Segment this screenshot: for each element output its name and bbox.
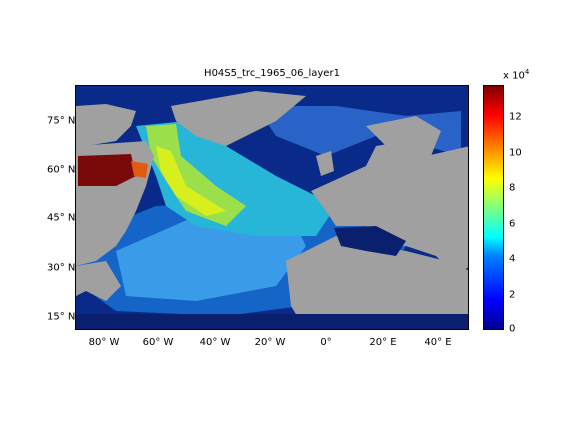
lat-tick-15n: 15° N bbox=[47, 311, 76, 323]
field-high-core bbox=[146, 124, 246, 226]
ocean-south-edge bbox=[76, 314, 468, 329]
colorbar bbox=[483, 85, 504, 330]
map-svg bbox=[76, 86, 468, 329]
land-british-isles bbox=[316, 151, 334, 176]
map-title: H04S5_trc_1965_06_layer1 bbox=[204, 68, 340, 79]
map-plot-area bbox=[75, 85, 469, 330]
hotspot-edge bbox=[131, 161, 148, 178]
colorbar-tick-12: 12 bbox=[509, 111, 522, 123]
colorbar-tick-8: 8 bbox=[509, 182, 516, 194]
colorbar-tick-4: 4 bbox=[509, 253, 516, 265]
lat-tick-75n: 75° N bbox=[47, 115, 76, 127]
colorbar-tick-0: 0 bbox=[509, 323, 516, 335]
lon-tick-60w: 60° W bbox=[142, 337, 174, 348]
lon-tick-20e: 20° E bbox=[369, 337, 397, 348]
colorbar-tick-2: 2 bbox=[509, 289, 516, 301]
lon-tick-40e: 40° E bbox=[424, 337, 452, 348]
lon-tick-40w: 40° W bbox=[199, 337, 231, 348]
land-europe bbox=[311, 141, 468, 276]
land-canadian-arctic bbox=[76, 104, 136, 146]
lat-tick-45n: 45° N bbox=[47, 212, 76, 224]
lat-tick-60n: 60° N bbox=[47, 164, 76, 176]
lon-tick-80w: 80° W bbox=[88, 337, 120, 348]
hotspot-hudson-bay bbox=[78, 154, 136, 186]
colorbar-tick-10: 10 bbox=[509, 147, 522, 159]
colorbar-exponent: x 104 bbox=[503, 68, 530, 82]
land-africa bbox=[286, 236, 468, 329]
land-scandinavia bbox=[366, 116, 441, 161]
lon-tick-0: 0° bbox=[320, 337, 332, 348]
land-greenland bbox=[171, 91, 306, 146]
land-florida-gulf bbox=[76, 261, 121, 301]
lat-tick-30n: 30° N bbox=[47, 262, 76, 274]
sea-mediterranean bbox=[334, 226, 406, 256]
field-peak-core bbox=[156, 146, 226, 216]
lon-tick-20w: 20° W bbox=[254, 337, 286, 348]
colorbar-tick-6: 6 bbox=[509, 218, 516, 230]
